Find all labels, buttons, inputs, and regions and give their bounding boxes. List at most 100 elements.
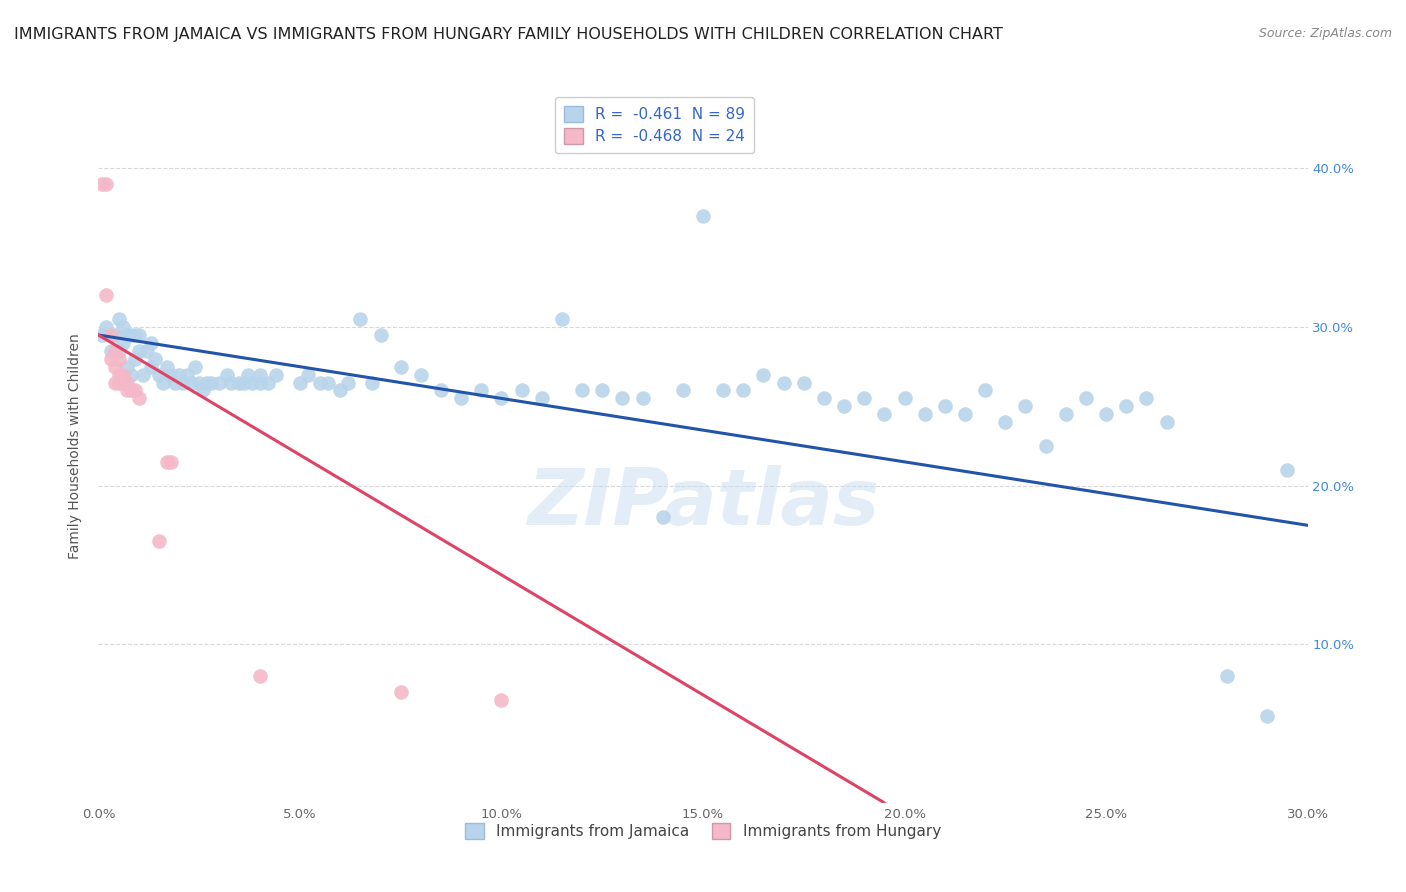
Point: [103, 359, 125, 374]
Point: [107, 351, 129, 366]
Point: [853, 392, 876, 406]
Point: [228, 376, 250, 390]
Point: [124, 328, 146, 343]
Point: [772, 376, 794, 390]
Text: Source: ZipAtlas.com: Source: ZipAtlas.com: [1258, 27, 1392, 40]
Legend: Immigrants from Jamaica, Immigrants from Hungary: Immigrants from Jamaica, Immigrants from…: [460, 817, 946, 845]
Point: [188, 376, 211, 390]
Point: [793, 376, 815, 390]
Point: [430, 384, 453, 398]
Point: [450, 392, 472, 406]
Point: [264, 368, 287, 382]
Point: [651, 510, 673, 524]
Point: [139, 335, 162, 350]
Point: [193, 384, 215, 398]
Point: [389, 359, 412, 374]
Point: [491, 692, 513, 706]
Point: [96, 320, 118, 334]
Point: [115, 376, 138, 390]
Point: [470, 384, 492, 398]
Point: [124, 351, 146, 366]
Point: [551, 312, 574, 326]
Point: [813, 392, 835, 406]
Point: [96, 288, 118, 302]
Point: [1054, 407, 1077, 421]
Point: [409, 368, 432, 382]
Point: [120, 368, 142, 382]
Point: [100, 328, 122, 343]
Point: [100, 351, 122, 366]
Point: [139, 359, 162, 374]
Point: [115, 328, 138, 343]
Point: [96, 178, 118, 192]
Point: [120, 328, 142, 343]
Text: ZIPatlas: ZIPatlas: [527, 465, 879, 541]
Text: IMMIGRANTS FROM JAMAICA VS IMMIGRANTS FROM HUNGARY FAMILY HOUSEHOLDS WITH CHILDR: IMMIGRANTS FROM JAMAICA VS IMMIGRANTS FR…: [14, 27, 1002, 42]
Point: [124, 384, 146, 398]
Point: [1115, 400, 1137, 414]
Point: [156, 455, 179, 469]
Point: [571, 384, 593, 398]
Point: [152, 376, 174, 390]
Point: [100, 343, 122, 358]
Point: [337, 376, 360, 390]
Point: [914, 407, 936, 421]
Point: [111, 320, 134, 334]
Point: [510, 384, 533, 398]
Point: [873, 407, 896, 421]
Point: [240, 376, 263, 390]
Point: [1256, 708, 1278, 723]
Point: [107, 376, 129, 390]
Point: [733, 384, 755, 398]
Point: [256, 376, 278, 390]
Point: [107, 343, 129, 358]
Point: [156, 359, 179, 374]
Point: [361, 376, 384, 390]
Point: [389, 685, 412, 699]
Point: [232, 376, 254, 390]
Point: [115, 359, 138, 374]
Point: [107, 368, 129, 382]
Point: [91, 178, 114, 192]
Point: [316, 376, 339, 390]
Point: [349, 312, 371, 326]
Y-axis label: Family Households with Children: Family Households with Children: [69, 333, 83, 559]
Point: [329, 384, 352, 398]
Point: [370, 328, 392, 343]
Point: [160, 455, 183, 469]
Point: [934, 400, 956, 414]
Point: [249, 669, 271, 683]
Point: [148, 368, 170, 382]
Point: [612, 392, 634, 406]
Point: [893, 392, 915, 406]
Point: [591, 384, 613, 398]
Point: [752, 368, 775, 382]
Point: [1074, 392, 1097, 406]
Point: [288, 376, 311, 390]
Point: [163, 376, 186, 390]
Point: [128, 328, 150, 343]
Point: [832, 400, 855, 414]
Point: [631, 392, 654, 406]
Point: [297, 368, 319, 382]
Point: [953, 407, 976, 421]
Point: [132, 368, 155, 382]
Point: [115, 384, 138, 398]
Point: [128, 343, 150, 358]
Point: [249, 368, 271, 382]
Point: [172, 376, 194, 390]
Point: [107, 312, 129, 326]
Point: [1156, 415, 1178, 429]
Point: [180, 376, 202, 390]
Point: [135, 343, 157, 358]
Point: [111, 376, 134, 390]
Point: [692, 209, 714, 223]
Point: [1095, 407, 1118, 421]
Point: [672, 384, 695, 398]
Point: [491, 392, 513, 406]
Point: [1035, 439, 1057, 453]
Point: [249, 376, 271, 390]
Point: [120, 384, 142, 398]
Point: [167, 368, 190, 382]
Point: [1135, 392, 1157, 406]
